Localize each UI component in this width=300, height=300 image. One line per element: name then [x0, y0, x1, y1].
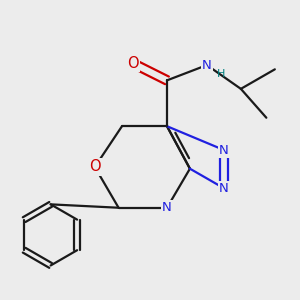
Text: N: N: [219, 143, 229, 157]
Text: N: N: [162, 201, 172, 214]
Text: O: O: [89, 160, 100, 175]
Text: N: N: [202, 58, 212, 72]
Text: H: H: [217, 69, 226, 79]
Text: O: O: [127, 56, 139, 71]
Text: N: N: [219, 182, 229, 195]
